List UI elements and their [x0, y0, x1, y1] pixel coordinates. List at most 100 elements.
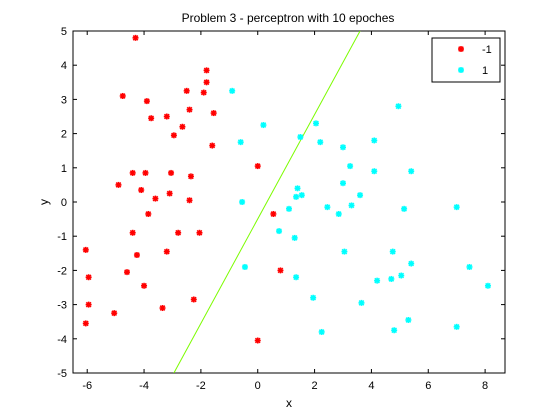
- data-point: [170, 132, 177, 139]
- data-point: [371, 168, 378, 175]
- data-points-layer: [82, 34, 491, 344]
- x-tick-label: 6: [425, 380, 431, 392]
- data-point: [142, 169, 149, 176]
- data-point: [237, 139, 244, 146]
- data-point: [163, 113, 170, 120]
- legend-label: -1: [482, 44, 492, 56]
- data-point: [143, 98, 150, 105]
- legend: -1 1: [431, 37, 501, 83]
- data-point: [239, 199, 246, 205]
- y-tick-label: -4: [57, 334, 67, 346]
- data-point: [229, 87, 236, 94]
- data-point: [276, 228, 283, 235]
- chart-title: Problem 3 - perceptron with 10 epoches: [182, 11, 395, 25]
- data-point: [405, 316, 412, 323]
- data-point: [340, 144, 346, 151]
- data-point: [286, 205, 292, 212]
- y-tick-label: 5: [61, 26, 67, 38]
- axis-ticks-layer: -6 -4 -2 0 2 4 6 8 -5 -4 -3 -2 -1 0 1 2 3 4 5: [57, 26, 505, 392]
- data-point: [291, 234, 298, 241]
- data-point: [85, 301, 92, 308]
- data-point: [398, 272, 405, 279]
- y-tick-label: 1: [61, 163, 67, 175]
- data-point: [186, 197, 193, 204]
- data-point: [85, 274, 92, 281]
- data-point: [317, 139, 324, 146]
- data-point: [453, 204, 460, 211]
- decision-boundary-line: [173, 31, 361, 373]
- plot-area: [72, 30, 506, 374]
- data-point: [148, 115, 155, 122]
- data-point: [395, 103, 402, 110]
- data-point: [124, 269, 130, 276]
- data-point: [389, 248, 396, 255]
- data-point: [129, 169, 136, 176]
- data-point: [196, 229, 203, 236]
- decision-boundary-layer: [173, 31, 361, 373]
- data-point: [163, 248, 170, 255]
- y-tick-label: -3: [57, 300, 67, 312]
- data-point: [179, 123, 186, 130]
- data-point: [133, 252, 140, 259]
- data-point: [310, 294, 317, 301]
- data-point: [374, 277, 381, 284]
- data-point: [318, 328, 325, 335]
- y-tick-label: 4: [61, 60, 67, 72]
- data-point: [209, 142, 216, 149]
- data-point: [141, 282, 148, 289]
- x-tick-label: 4: [368, 380, 374, 392]
- data-point: [391, 327, 398, 334]
- legend-label: 1: [482, 65, 488, 77]
- data-point: [82, 246, 89, 253]
- data-point: [453, 323, 460, 330]
- data-point: [82, 320, 89, 327]
- data-point: [388, 275, 395, 282]
- data-point: [408, 260, 415, 267]
- data-point: [200, 89, 207, 96]
- data-point: [119, 92, 126, 99]
- legend-box: [431, 37, 501, 83]
- data-point: [183, 87, 190, 94]
- x-tick-label: -4: [139, 380, 149, 392]
- data-point: [277, 267, 284, 274]
- data-point: [324, 204, 331, 211]
- data-point: [260, 122, 267, 129]
- y-tick-label: 0: [61, 197, 67, 209]
- data-point: [115, 181, 122, 188]
- data-point: [341, 248, 348, 255]
- data-point: [145, 210, 152, 217]
- data-point: [186, 106, 193, 113]
- legend-marker: [458, 67, 464, 73]
- data-point: [347, 163, 354, 170]
- x-tick-label: -2: [196, 380, 206, 392]
- data-point: [357, 192, 364, 199]
- y-tick-label: -2: [57, 265, 67, 277]
- x-tick-label: 8: [482, 380, 488, 392]
- data-point: [358, 299, 365, 306]
- data-point: [401, 205, 408, 212]
- data-point: [408, 168, 415, 175]
- x-axis-label: x: [286, 396, 292, 410]
- data-point: [241, 263, 248, 270]
- x-tick-label: -6: [82, 380, 92, 392]
- data-point: [175, 229, 182, 236]
- x-tick-label: 2: [312, 380, 318, 392]
- y-tick-label: -5: [57, 368, 67, 380]
- data-point: [293, 274, 300, 281]
- data-point: [297, 134, 304, 141]
- data-point: [190, 296, 197, 303]
- data-point: [187, 173, 194, 180]
- data-point: [254, 163, 261, 170]
- x-tick-label: 0: [255, 380, 261, 392]
- data-point: [270, 210, 277, 217]
- data-point: [294, 185, 301, 192]
- data-point: [293, 193, 300, 200]
- data-point: [210, 110, 217, 117]
- data-point: [313, 120, 319, 127]
- data-point: [138, 187, 145, 194]
- y-tick-label: 3: [61, 94, 67, 106]
- data-point: [466, 263, 473, 270]
- y-axis-label: y: [37, 199, 51, 205]
- data-point: [340, 180, 346, 187]
